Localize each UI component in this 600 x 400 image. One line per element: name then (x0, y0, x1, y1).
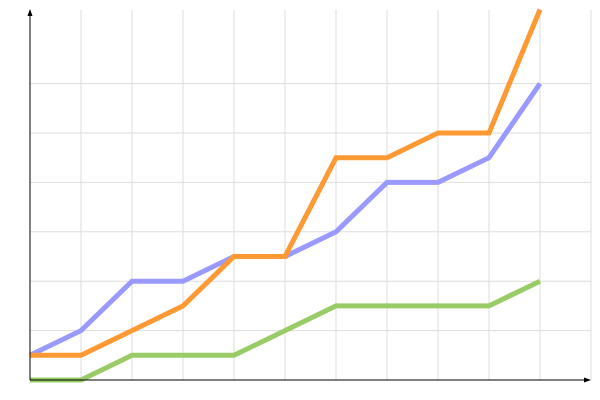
y-axis-arrow-icon (27, 9, 33, 16)
axes (27, 9, 591, 383)
series-line-1 (30, 278, 542, 383)
series-group (28, 8, 543, 383)
x-axis-arrow-icon (584, 377, 591, 383)
series-line-2 (30, 8, 543, 358)
grid (30, 10, 592, 380)
